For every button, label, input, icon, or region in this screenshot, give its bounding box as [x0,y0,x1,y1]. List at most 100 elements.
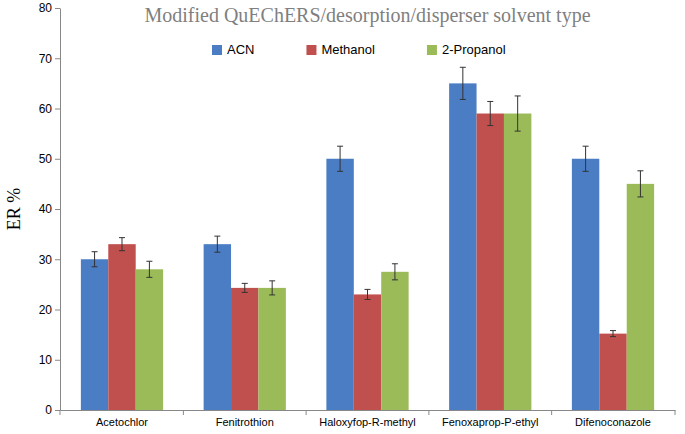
bar [572,159,599,410]
category-separator [428,410,429,415]
error-bar-line [92,266,98,267]
error-bar [92,252,98,267]
y-axis-line [60,9,61,411]
y-tick-label: 40 [39,202,53,216]
error-bar [365,289,371,299]
x-tick: Acetochlor [96,410,148,428]
y-tick: 80 [39,1,60,15]
error-bar-line [585,146,586,171]
error-bar-line [242,292,248,293]
error-bar-line [610,330,616,331]
legend-item: ACN [212,42,254,57]
bar [504,114,531,410]
error-bar-line [365,289,371,290]
error-bar-line [146,277,152,278]
x-axis: AcetochlorFenitrothionHaloxyfop-R-methyl… [61,410,676,428]
error-bar-line [394,264,395,280]
series [136,96,654,410]
y-axis: 01020304050607080 [39,1,61,417]
error-bar-line [92,251,98,252]
y-tick-label: 50 [39,152,53,166]
error-bar [337,146,343,171]
error-bar-line [515,95,521,96]
error-bar-line [460,67,466,68]
y-tick-mark [55,259,60,260]
x-axis-line [61,410,676,411]
error-bar-line [119,237,125,238]
error-bar-line [462,67,463,99]
bar [627,184,654,410]
bar [258,288,285,410]
error-bar-line [121,238,122,251]
legend-swatch [306,45,316,55]
y-tick-mark [55,159,60,160]
bar [449,83,476,410]
bar [231,288,258,410]
bar [477,114,504,410]
error-bar [214,236,220,252]
legend-item: Methanol [306,42,375,57]
error-bar [392,264,398,280]
y-tick-mark [55,360,60,361]
y-tick-label: 70 [39,52,53,66]
x-tick: Fenitrothion [216,410,274,428]
bar [136,269,163,410]
y-tick: 20 [39,303,60,317]
legend: ACN Methanol 2-Propanol [212,42,506,57]
bar [326,159,353,410]
y-tick: 50 [39,152,60,166]
error-bar-line [392,263,398,264]
error-bar [242,283,248,292]
error-bar-line [365,299,371,300]
error-bar-line [460,99,466,100]
error-bar-line [637,196,643,197]
error-bar-line [392,279,398,280]
error-bar-line [272,281,273,295]
y-tick-mark [55,209,60,210]
error-bar-line [487,125,493,126]
y-tick-mark [55,58,60,59]
error-bar-line [610,336,616,337]
error-bar-line [149,261,150,277]
error-bar-line [515,131,521,132]
y-tick-mark [55,109,60,110]
error-bar-line [637,170,643,171]
bar [108,244,135,410]
error-bar [146,261,152,277]
bar [354,294,381,410]
bar [81,259,108,410]
y-tick: 60 [39,102,60,116]
error-bar-line [269,294,275,295]
error-bar-line [214,252,220,253]
y-tick-mark [55,310,60,311]
marks [81,67,654,410]
error-bar-line [340,146,341,171]
x-tick-label: Acetochlor [96,416,148,428]
error-bar [583,146,589,171]
error-bar [119,238,125,251]
x-tick: Difenoconazole [575,410,651,428]
y-tick-label: 0 [45,403,52,417]
legend-label: Methanol [321,42,375,57]
x-tick-label: Difenoconazole [575,416,651,428]
title: Modified QuEChERS/desorption/disperser s… [144,4,590,27]
y-tick: 0 [45,403,60,417]
error-bar-line [640,171,641,197]
legend-label: ACN [227,42,254,57]
error-bar-line [583,146,589,147]
error-bar-line [487,101,493,102]
y-axis-title: ER % [4,188,24,231]
error-bar-line [244,283,245,292]
legend-label: 2-Propanol [442,42,506,57]
y-tick-label: 80 [39,1,53,15]
error-bar-line [269,280,275,281]
category-separator [60,410,61,415]
x-tick-label: Fenitrothion [216,416,274,428]
y-tick-label: 30 [39,253,53,267]
series [81,67,599,410]
x-tick: Fenoxaprop-P-ethyl [442,410,539,428]
error-bar-line [613,331,614,337]
series [108,101,626,410]
y-tick: 40 [39,202,60,216]
error-bar [637,171,643,197]
